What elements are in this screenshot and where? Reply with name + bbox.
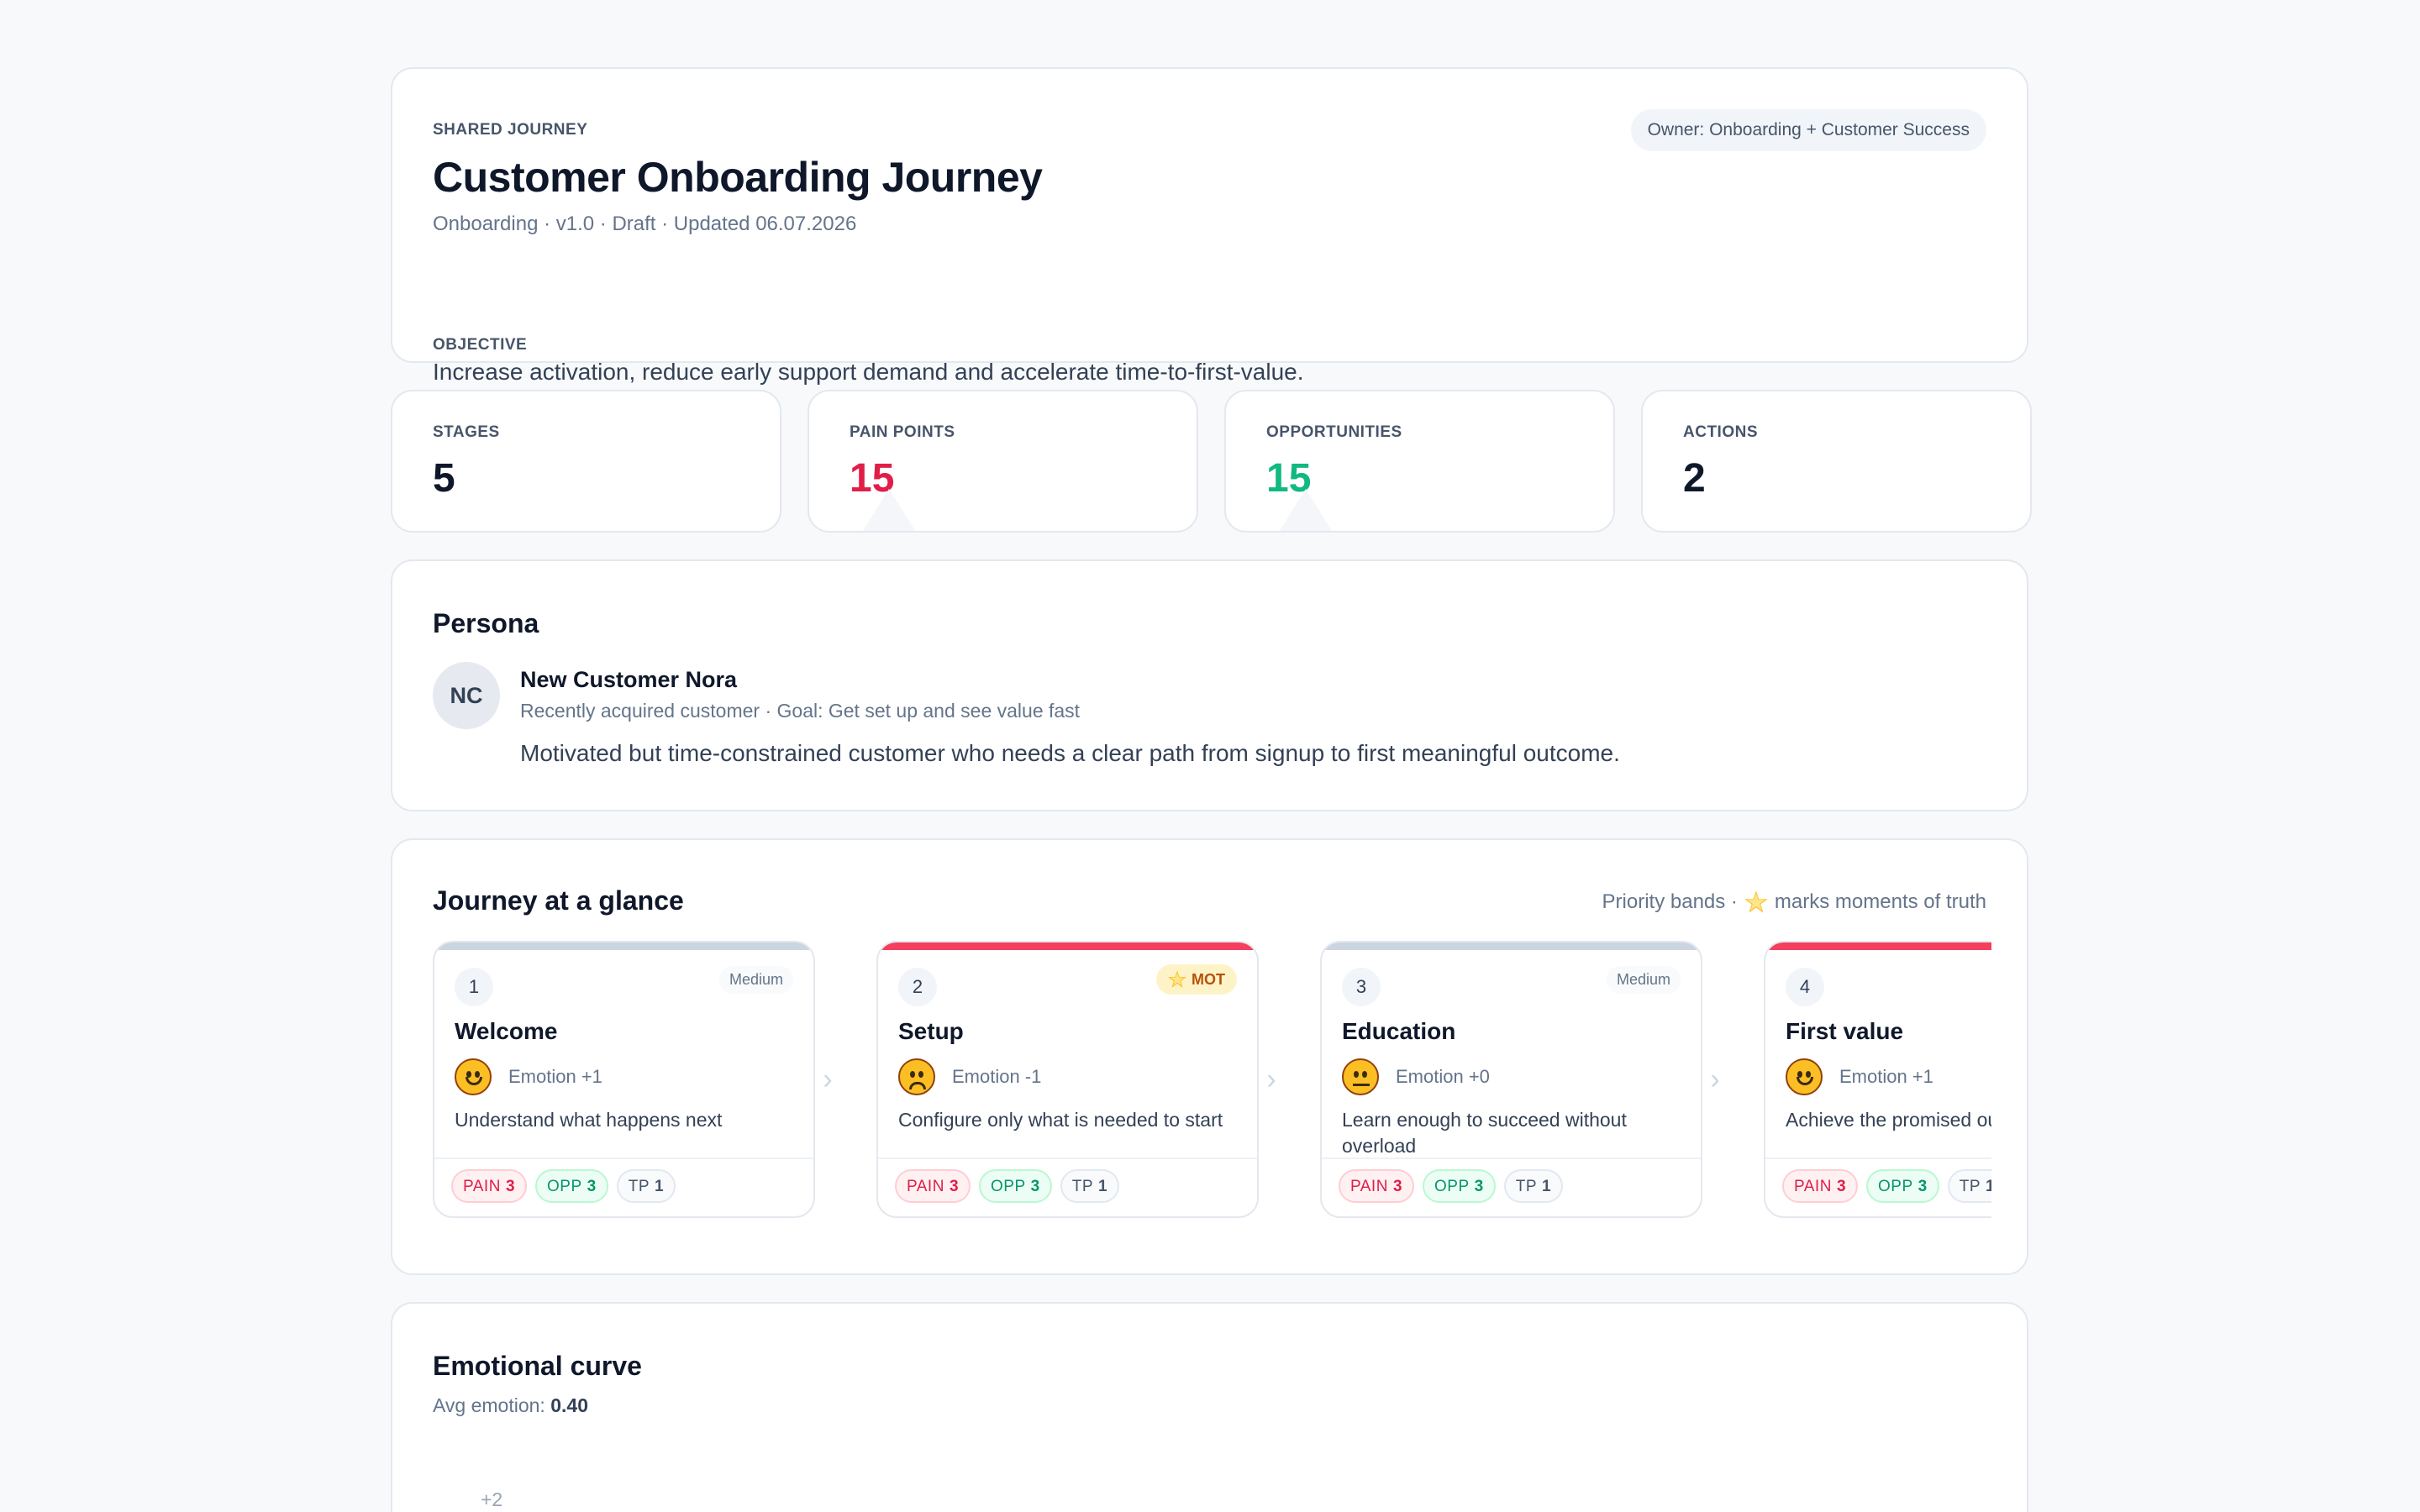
persona-subtitle: Recently acquired customer · Goal: Get s… [520, 700, 1081, 722]
objective-text: Increase activation, reduce early suppor… [433, 359, 1304, 385]
stage-name: First value [1786, 1018, 1904, 1044]
y-axis-tick: +2 [481, 1488, 503, 1510]
emotion-row: Emotion -1 [898, 1058, 1041, 1095]
emotion-score: Emotion +0 [1396, 1066, 1490, 1087]
chevron-right-icon: › [1266, 1063, 1276, 1095]
divider [878, 1158, 1257, 1159]
avatar: NC [433, 662, 500, 729]
chevron-right-icon: › [823, 1063, 833, 1095]
stage-card-first-value[interactable]: 4 First value Emotion +1 Achieve the pro… [1764, 941, 1991, 1218]
touchpoint-count-pill: TP1 [1947, 1169, 1991, 1203]
average-emotion: Avg emotion: 0.40 [433, 1394, 588, 1416]
stage-name: Welcome [455, 1018, 558, 1044]
pain-count-pill: PAIN 3 [1782, 1169, 1859, 1203]
emotional-curve-card: Emotional curve Avg emotion: 0.40 +2 [391, 1302, 2028, 1512]
star-icon [1168, 970, 1186, 988]
journey-eyebrow: SHARED JOURNEY [433, 121, 588, 139]
persona-description: Motivated but time-constrained customer … [520, 740, 1620, 766]
pain-count-pill: PAIN 3 [1339, 1169, 1415, 1203]
glance-heading: Journey at a glance [433, 885, 684, 916]
emotion-row: Emotion +1 [1786, 1058, 1933, 1095]
journey-header-card: SHARED JOURNEY Customer Onboarding Journ… [391, 67, 2028, 385]
stage-goal: Learn enough to succeed without overload [1342, 1109, 1627, 1157]
happy-face-icon [455, 1058, 492, 1095]
priority-band [1765, 942, 1991, 950]
legend-prefix: Priority bands · [1602, 890, 1738, 913]
priority-tag: Medium [1606, 966, 1681, 994]
stat-card-pain-points: PAIN POINTS 15 [808, 390, 1198, 533]
journey-meta: Onboarding · v1.0 · Draft · Updated 06.0… [433, 213, 857, 235]
star-icon [1744, 890, 1768, 913]
stage-strip[interactable]: 1 Medium Welcome Emotion +1 Understand w… [433, 941, 1991, 1218]
stat-card-stages: STAGES 5 [391, 390, 781, 533]
divider [1322, 1158, 1701, 1159]
stage-goal: Achieve the promised outcome [1786, 1109, 1991, 1131]
moment-of-truth-badge: MOT [1156, 964, 1237, 995]
stat-label: ACTIONS [1683, 423, 1758, 441]
emotion-score: Emotion +1 [1839, 1066, 1933, 1087]
persona-heading: Persona [433, 608, 539, 638]
divider [434, 1158, 813, 1159]
divider [1765, 1158, 1991, 1159]
opportunity-count-pill: OPP 3 [1866, 1169, 1939, 1203]
owner-badge: Owner: Onboarding + Customer Success [1630, 109, 1986, 151]
stage-name: Setup [898, 1018, 964, 1044]
priority-band [434, 942, 813, 950]
curve-heading: Emotional curve [433, 1351, 642, 1381]
happy-face-icon [1786, 1058, 1823, 1095]
objective-label: OBJECTIVE [433, 336, 528, 354]
opportunity-count-pill: OPP 3 [1423, 1169, 1496, 1203]
emotion-score: Emotion -1 [952, 1066, 1042, 1087]
pain-count-pill: PAIN 3 [451, 1169, 528, 1203]
chevron-right-icon: › [1710, 1063, 1720, 1095]
stage-card-setup[interactable]: 2 MOT Setup Emotion -1 Configure only wh… [876, 941, 1259, 1218]
stage-card-welcome[interactable]: 1 Medium Welcome Emotion +1 Understand w… [433, 941, 815, 1218]
stat-value: 5 [433, 456, 455, 501]
stat-label: OPPORTUNITIES [1266, 423, 1402, 441]
stat-card-actions: ACTIONS 2 [1641, 390, 2032, 533]
stat-label: PAIN POINTS [850, 423, 955, 441]
pain-count-pill: PAIN 3 [895, 1169, 971, 1203]
legend-suffix: marks moments of truth [1774, 890, 1986, 913]
persona-card: Persona NC New Customer Nora Recently ac… [391, 559, 2028, 811]
stage-number: 2 [898, 968, 937, 1006]
neutral-face-icon [1342, 1058, 1379, 1095]
average-emotion-value: 0.40 [550, 1394, 588, 1416]
stat-card-opportunities: OPPORTUNITIES 15 [1224, 390, 1615, 533]
journey-glance-card: Journey at a glance Priority bands · mar… [391, 838, 2028, 1275]
stage-name: Education [1342, 1018, 1456, 1044]
priority-legend: Priority bands · marks moments of truth [1602, 890, 1986, 914]
stage-number: 1 [455, 968, 493, 1006]
stat-label: STAGES [433, 423, 500, 441]
priority-tag: Medium [718, 966, 793, 994]
priority-band [878, 942, 1257, 950]
sad-face-icon [898, 1058, 935, 1095]
opportunity-count-pill: OPP 3 [979, 1169, 1052, 1203]
stage-card-education[interactable]: 3 Medium Education Emotion +0 Learn enou… [1320, 941, 1702, 1218]
stage-goal: Configure only what is needed to start [898, 1109, 1223, 1131]
persona-name: New Customer Nora [520, 667, 738, 692]
emotion-row: Emotion +1 [455, 1058, 602, 1095]
emotion-score: Emotion +1 [508, 1066, 602, 1087]
stage-goal: Understand what happens next [455, 1109, 723, 1131]
opportunity-count-pill: OPP 3 [535, 1169, 608, 1203]
emotion-row: Emotion +0 [1342, 1058, 1490, 1095]
stage-number: 3 [1342, 968, 1381, 1006]
stat-value: 2 [1683, 456, 1706, 501]
page-title: Customer Onboarding Journey [433, 154, 1043, 201]
stage-number: 4 [1786, 968, 1824, 1006]
priority-band [1322, 942, 1701, 950]
